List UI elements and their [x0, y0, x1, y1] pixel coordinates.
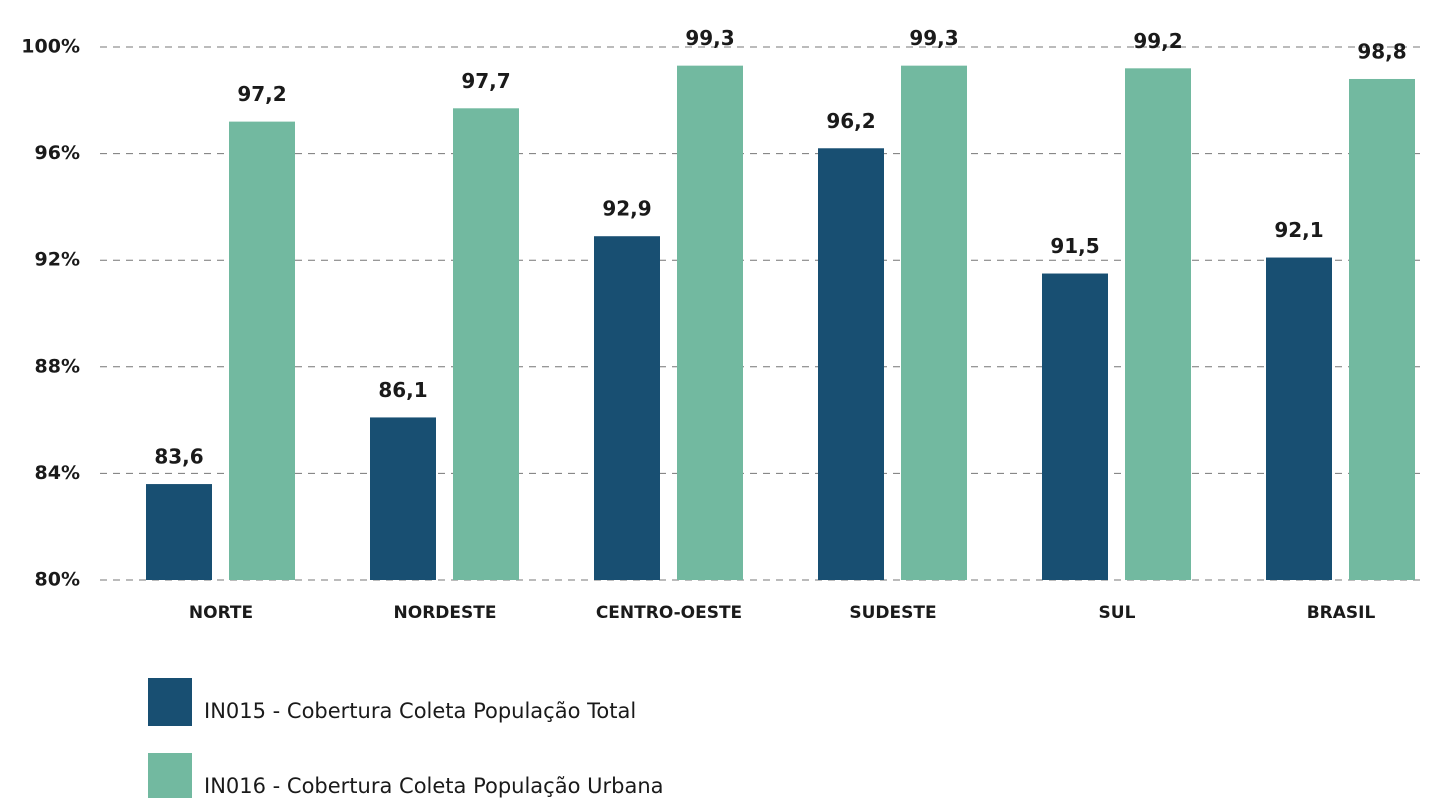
value-label: 99,3	[685, 26, 734, 50]
bar	[677, 65, 743, 580]
value-label: 98,8	[1357, 39, 1406, 63]
legend-swatch	[148, 753, 192, 798]
value-label: 92,9	[602, 197, 651, 221]
x-tick-label: NORTE	[189, 603, 253, 623]
legend-swatch	[148, 678, 192, 726]
value-label: 92,1	[1274, 218, 1323, 242]
bar	[1042, 273, 1108, 580]
bar	[1125, 68, 1191, 580]
value-label: 99,2	[1133, 29, 1182, 53]
value-label: 91,5	[1050, 234, 1099, 258]
value-label: 97,7	[461, 69, 510, 93]
y-tick-label: 96%	[35, 142, 80, 164]
y-tick-label: 92%	[35, 249, 80, 271]
value-label: 83,6	[154, 445, 203, 469]
x-tick-label: NORDESTE	[394, 603, 497, 623]
y-tick-label: 100%	[21, 36, 80, 58]
x-tick-label: BRASIL	[1307, 603, 1376, 623]
legend-label: IN015 - Cobertura Coleta População Total	[204, 699, 636, 723]
value-label: 99,3	[909, 26, 958, 50]
bar	[818, 148, 884, 580]
y-tick-label: 88%	[35, 355, 80, 377]
y-tick-label: 80%	[35, 569, 80, 591]
bar	[594, 236, 660, 580]
bar	[146, 484, 212, 580]
bar	[453, 108, 519, 581]
x-tick-label: SUDESTE	[849, 603, 936, 623]
bar	[901, 65, 967, 580]
value-label: 97,2	[237, 82, 286, 106]
legend-label: IN016 - Cobertura Coleta População Urban…	[204, 774, 664, 798]
bar	[229, 121, 295, 581]
x-tick-label: SUL	[1099, 603, 1136, 623]
y-tick-label: 84%	[35, 462, 80, 484]
bar	[1266, 257, 1332, 580]
bar	[1349, 78, 1415, 580]
value-label: 86,1	[378, 378, 427, 402]
value-label: 96,2	[826, 109, 875, 133]
bar	[370, 417, 436, 580]
x-tick-label: CENTRO-OESTE	[596, 603, 742, 623]
